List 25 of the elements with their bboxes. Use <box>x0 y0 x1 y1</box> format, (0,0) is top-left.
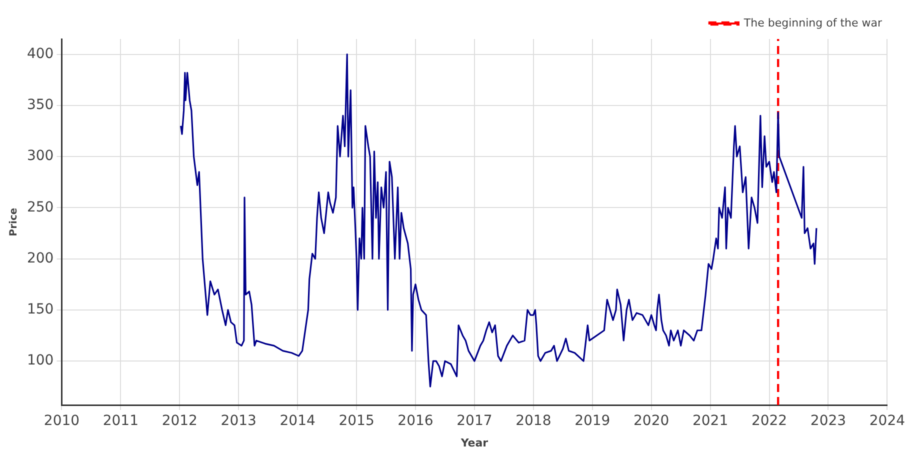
x-tick-label: 2017 <box>456 413 492 430</box>
y-tick-label: 250 <box>26 199 54 216</box>
x-tick-label: 2022 <box>751 413 788 430</box>
legend-label: The beginning of the war <box>742 16 882 30</box>
x-tick-label: 2019 <box>574 413 610 430</box>
y-tick-label: 350 <box>26 97 54 114</box>
y-tick-label: 300 <box>26 148 54 164</box>
x-tick-label: 2013 <box>220 413 256 430</box>
x-tick-label: 2015 <box>338 413 374 430</box>
x-tick-label: 2014 <box>280 413 316 430</box>
x-tick-label: 2023 <box>810 413 846 430</box>
y-tick-label: 200 <box>26 250 54 266</box>
y-axis-title: Price <box>8 208 20 236</box>
x-tick-label: 2011 <box>102 413 139 430</box>
y-tick-label: 100 <box>26 352 54 369</box>
y-tick-label: 400 <box>26 46 54 62</box>
x-tick-label: 2021 <box>692 413 728 430</box>
y-tick-label: 150 <box>26 302 54 318</box>
x-tick-label: 2018 <box>516 413 552 430</box>
x-tick-label: 2020 <box>634 413 670 430</box>
x-axis-title: Year <box>460 436 489 450</box>
x-tick-label: 2024 <box>869 413 906 430</box>
x-tick-label: 2012 <box>162 413 198 430</box>
x-tick-label: 2016 <box>398 413 434 430</box>
x-tick-label: 2010 <box>44 413 80 430</box>
